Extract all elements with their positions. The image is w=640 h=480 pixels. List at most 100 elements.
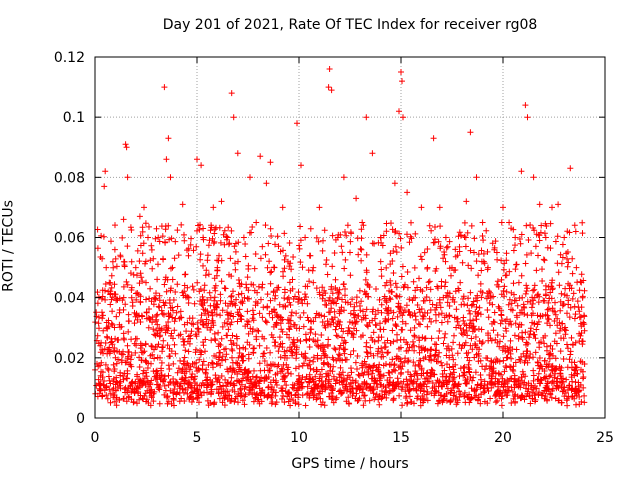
background-point <box>475 358 482 365</box>
mid-point <box>307 225 314 232</box>
background-point <box>170 335 176 342</box>
background-point <box>139 380 146 387</box>
background-point <box>284 296 291 303</box>
background-point <box>181 321 188 328</box>
background-point <box>353 327 360 334</box>
mid-point <box>566 229 573 236</box>
background-point <box>400 336 407 343</box>
background-point <box>306 375 313 382</box>
mid-point <box>360 222 367 229</box>
background-point <box>149 351 156 358</box>
background-point <box>122 301 129 308</box>
background-point <box>326 384 333 391</box>
background-point <box>402 355 409 362</box>
mid-point <box>554 233 561 240</box>
mid-point <box>109 308 116 315</box>
mid-point <box>565 301 572 308</box>
background-point <box>562 331 569 338</box>
background-point <box>413 387 420 394</box>
mid-point <box>328 283 335 290</box>
background-point <box>332 346 339 353</box>
y-ticks: 00.020.040.060.080.10.12 <box>54 50 605 427</box>
background-point <box>561 326 568 333</box>
mid-point <box>194 279 201 286</box>
background-point <box>113 402 120 409</box>
background-point <box>128 336 135 343</box>
background-point <box>373 391 380 398</box>
mid-point <box>572 311 579 318</box>
background-point <box>474 381 481 388</box>
mid-point <box>387 250 394 257</box>
mid-point <box>268 268 275 275</box>
mid-point <box>491 246 498 253</box>
background-point <box>569 342 576 348</box>
background-point <box>398 380 404 387</box>
mid-point <box>205 242 212 249</box>
background-point <box>251 367 257 374</box>
background-point <box>111 345 118 351</box>
mid-point <box>416 306 423 313</box>
mid-point <box>492 238 499 245</box>
background-point <box>111 398 118 405</box>
background-point <box>319 319 326 325</box>
mid-point <box>272 241 278 248</box>
background-point <box>235 291 242 298</box>
mid-point <box>446 312 453 319</box>
background-point <box>294 387 301 394</box>
mid-point <box>313 310 320 317</box>
background-point <box>244 308 251 315</box>
data-point <box>285 294 292 301</box>
background-point <box>336 374 343 381</box>
background-point <box>217 362 224 369</box>
mid-point <box>542 282 549 289</box>
mid-point <box>211 238 218 245</box>
background-point <box>485 337 492 344</box>
background-point <box>461 393 468 400</box>
mid-point <box>331 308 338 315</box>
data-point <box>328 87 335 94</box>
background-point <box>453 324 460 331</box>
background-point <box>539 278 546 284</box>
background-point <box>353 385 360 392</box>
background-point <box>441 367 448 374</box>
background-point <box>154 321 161 328</box>
background-point <box>363 384 370 391</box>
background-point <box>371 315 378 322</box>
background-point <box>197 351 204 358</box>
background-point <box>389 315 396 322</box>
mid-point <box>228 293 235 300</box>
background-point <box>196 356 203 363</box>
background-point <box>515 324 522 331</box>
background-point <box>177 380 184 387</box>
mid-point <box>95 294 102 301</box>
data-point <box>204 324 211 331</box>
background-point <box>457 391 464 398</box>
mid-point <box>370 306 377 313</box>
background-point <box>501 368 508 375</box>
mid-point <box>232 260 238 267</box>
background-point <box>199 366 206 373</box>
background-point <box>153 368 160 375</box>
background-point <box>450 339 457 346</box>
mid-point <box>372 311 379 318</box>
mid-point <box>527 222 534 228</box>
mid-point <box>218 278 225 285</box>
mid-point <box>475 251 482 258</box>
background-point <box>401 307 408 314</box>
mid-point <box>564 263 571 270</box>
mid-point <box>193 243 200 250</box>
mid-point <box>358 316 365 323</box>
background-point <box>559 380 566 386</box>
background-point <box>311 382 318 388</box>
background-point <box>502 363 509 369</box>
mid-point <box>523 251 530 258</box>
data-point <box>200 234 207 241</box>
mid-point <box>462 243 469 250</box>
mid-point <box>108 238 114 245</box>
background-point <box>405 357 412 364</box>
background-point <box>317 395 324 402</box>
mid-point <box>281 230 288 237</box>
background-point <box>426 378 433 385</box>
y-tick-label: 0.04 <box>54 291 85 307</box>
data-point <box>473 174 480 181</box>
